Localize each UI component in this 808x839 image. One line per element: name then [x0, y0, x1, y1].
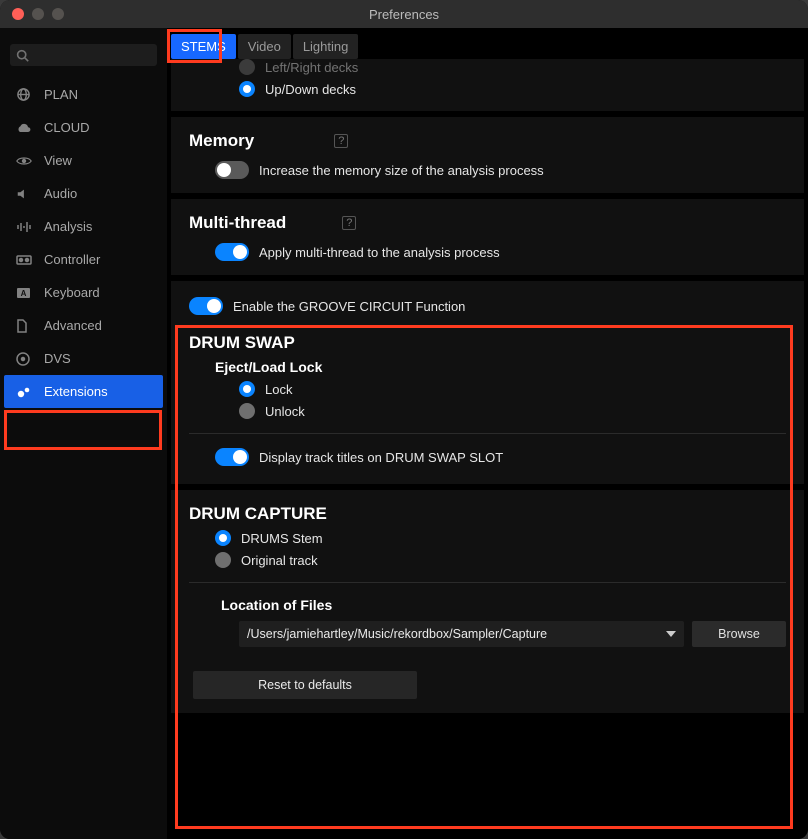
radio-icon [239, 381, 255, 397]
sidebar-item-label: Audio [44, 186, 77, 201]
tab-video[interactable]: Video [238, 34, 291, 59]
sidebar-item-label: DVS [44, 351, 71, 366]
radio-original-track[interactable]: Original track [215, 552, 786, 568]
subsection-title: Location of Files [221, 597, 786, 613]
sidebar-item-cloud[interactable]: CLOUD [0, 111, 167, 144]
preferences-window: Preferences PLAN CLOUD View Audio [0, 0, 808, 839]
toggle-memory[interactable]: Increase the memory size of the analysis… [215, 161, 786, 179]
sidebar-item-keyboard[interactable]: A Keyboard [0, 276, 167, 309]
section-title: DRUM SWAP [189, 333, 786, 353]
filepath-value: /Users/jamiehartley/Music/rekordbox/Samp… [247, 627, 547, 641]
radio-icon [215, 552, 231, 568]
window-title: Preferences [0, 7, 808, 22]
section-title: DRUM CAPTURE [189, 504, 786, 524]
reset-button[interactable]: Reset to defaults [193, 671, 417, 699]
content-pane: STEMS Video Lighting Left/Right decks Up… [167, 28, 808, 839]
tabs: STEMS Video Lighting [167, 28, 808, 59]
toggle-switch [189, 297, 223, 315]
radio-drums-stem[interactable]: DRUMS Stem [215, 530, 786, 546]
radio-lock[interactable]: Lock [239, 381, 786, 397]
toggle-display-titles[interactable]: Display track titles on DRUM SWAP SLOT [215, 448, 786, 466]
sidebar-item-audio[interactable]: Audio [0, 177, 167, 210]
toggle-label: Increase the memory size of the analysis… [259, 163, 544, 178]
sidebar-item-label: Extensions [44, 384, 108, 399]
keyboard-icon: A [16, 287, 44, 299]
sidebar-item-label: CLOUD [44, 120, 90, 135]
help-icon[interactable]: ? [334, 134, 348, 148]
subsection-title: Eject/Load Lock [215, 359, 786, 375]
highlight-extensions [4, 410, 162, 450]
toggle-multithread[interactable]: Apply multi-thread to the analysis proce… [215, 243, 786, 261]
eye-icon [16, 155, 44, 167]
browse-button[interactable]: Browse [692, 621, 786, 647]
help-icon[interactable]: ? [342, 216, 356, 230]
toggle-label: Enable the GROOVE CIRCUIT Function [233, 299, 465, 314]
titlebar: Preferences [0, 0, 808, 28]
sidebar-item-dvs[interactable]: DVS [0, 342, 167, 375]
button-label: Browse [718, 627, 760, 641]
radio-label: DRUMS Stem [241, 531, 323, 546]
radio-icon [215, 530, 231, 546]
divider [189, 433, 786, 434]
sidebar-item-label: PLAN [44, 87, 78, 102]
sidebar-item-label: Keyboard [44, 285, 100, 300]
sidebar-item-extensions[interactable]: Extensions [4, 375, 163, 408]
radio-icon [239, 403, 255, 419]
search-icon [16, 49, 29, 62]
radio-icon [239, 81, 255, 97]
search-input[interactable] [10, 44, 157, 66]
section-groove: Enable the GROOVE CIRCUIT Function DRUM … [171, 281, 804, 484]
radio-label: Up/Down decks [265, 82, 356, 97]
radio-label: Lock [265, 382, 292, 397]
filepath-select[interactable]: /Users/jamiehartley/Music/rekordbox/Samp… [239, 621, 684, 647]
sidebar: PLAN CLOUD View Audio Analysis Controlle… [0, 28, 167, 839]
cloud-icon [16, 122, 44, 134]
section-decks: Left/Right decks Up/Down decks [171, 59, 804, 111]
toggle-switch [215, 448, 249, 466]
section-memory: Memory ? Increase the memory size of the… [171, 117, 804, 193]
sidebar-item-advanced[interactable]: Advanced [0, 309, 167, 342]
controller-icon [16, 255, 44, 265]
sidebar-item-controller[interactable]: Controller [0, 243, 167, 276]
chevron-down-icon [666, 631, 676, 637]
tab-label: Lighting [303, 39, 349, 54]
radio-unlock[interactable]: Unlock [239, 403, 786, 419]
section-multithread: Multi-thread ? Apply multi-thread to the… [171, 199, 804, 275]
tab-stems[interactable]: STEMS [171, 34, 236, 59]
sidebar-item-analysis[interactable]: Analysis [0, 210, 167, 243]
radio-label: Unlock [265, 404, 305, 419]
toggle-groove[interactable]: Enable the GROOVE CIRCUIT Function [189, 297, 786, 315]
sidebar-item-plan[interactable]: PLAN [0, 78, 167, 111]
section-title: Memory [189, 131, 254, 151]
button-label: Reset to defaults [258, 678, 352, 692]
tab-label: STEMS [181, 39, 226, 54]
radio-icon [239, 59, 255, 75]
file-icon [16, 319, 44, 333]
radio-label: Left/Right decks [265, 60, 358, 75]
disc-icon [16, 352, 44, 366]
toggle-label: Apply multi-thread to the analysis proce… [259, 245, 500, 260]
radio-label: Original track [241, 553, 318, 568]
section-title: Multi-thread [189, 213, 286, 233]
radio-updown-decks[interactable]: Up/Down decks [239, 81, 786, 97]
sidebar-item-label: Advanced [44, 318, 102, 333]
waveform-icon [16, 221, 44, 233]
globe-icon [16, 87, 44, 102]
toggle-label: Display track titles on DRUM SWAP SLOT [259, 450, 503, 465]
svg-text:A: A [21, 289, 27, 298]
divider [189, 582, 786, 583]
gears-icon [16, 385, 44, 399]
sidebar-item-label: Analysis [44, 219, 92, 234]
toggle-switch [215, 243, 249, 261]
tab-lighting[interactable]: Lighting [293, 34, 359, 59]
sidebar-item-label: Controller [44, 252, 100, 267]
speaker-icon [16, 187, 44, 201]
tab-label: Video [248, 39, 281, 54]
sidebar-item-label: View [44, 153, 72, 168]
section-drumcapture: DRUM CAPTURE DRUMS Stem Original track L… [171, 490, 804, 713]
sidebar-item-view[interactable]: View [0, 144, 167, 177]
toggle-switch [215, 161, 249, 179]
radio-leftright-decks[interactable]: Left/Right decks [239, 59, 786, 75]
